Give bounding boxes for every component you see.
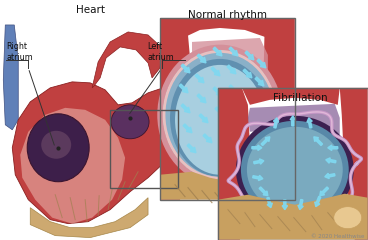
FancyArrow shape xyxy=(290,116,296,126)
FancyArrow shape xyxy=(197,94,206,103)
FancyArrow shape xyxy=(328,145,338,150)
FancyArrow shape xyxy=(255,77,264,86)
Polygon shape xyxy=(160,18,295,200)
FancyArrow shape xyxy=(253,175,263,181)
FancyArrow shape xyxy=(235,125,244,134)
Polygon shape xyxy=(192,38,268,80)
Ellipse shape xyxy=(111,105,149,139)
FancyArrow shape xyxy=(245,51,254,60)
Text: Left
atrium: Left atrium xyxy=(147,42,174,62)
FancyArrow shape xyxy=(229,85,238,94)
FancyArrow shape xyxy=(213,87,222,96)
FancyArrow shape xyxy=(181,64,190,73)
FancyArrow shape xyxy=(273,118,279,128)
Bar xyxy=(110,110,178,188)
FancyArrow shape xyxy=(179,84,188,93)
FancyArrow shape xyxy=(252,145,262,150)
Ellipse shape xyxy=(41,131,71,159)
FancyArrow shape xyxy=(231,105,240,114)
FancyArrow shape xyxy=(187,144,196,153)
Ellipse shape xyxy=(236,116,354,224)
FancyArrow shape xyxy=(320,187,329,196)
FancyArrow shape xyxy=(203,134,212,143)
FancyArrow shape xyxy=(315,196,321,207)
Polygon shape xyxy=(218,88,250,240)
FancyArrow shape xyxy=(307,118,312,128)
FancyArrow shape xyxy=(181,104,190,113)
Polygon shape xyxy=(242,88,340,105)
Polygon shape xyxy=(248,104,340,135)
Ellipse shape xyxy=(175,65,265,175)
FancyArrow shape xyxy=(326,158,336,163)
Ellipse shape xyxy=(163,50,277,180)
Ellipse shape xyxy=(27,114,89,182)
FancyArrow shape xyxy=(282,200,287,210)
FancyArrow shape xyxy=(195,74,204,83)
FancyArrow shape xyxy=(314,137,323,145)
Polygon shape xyxy=(183,18,268,38)
Text: Normal rhythm: Normal rhythm xyxy=(188,10,267,20)
FancyArrow shape xyxy=(259,187,268,196)
FancyArrow shape xyxy=(251,129,260,138)
FancyArrow shape xyxy=(245,89,254,98)
Polygon shape xyxy=(160,170,295,200)
Polygon shape xyxy=(340,88,368,240)
FancyArrow shape xyxy=(243,69,252,78)
Polygon shape xyxy=(218,88,368,240)
Polygon shape xyxy=(3,25,18,130)
Polygon shape xyxy=(92,32,162,88)
Polygon shape xyxy=(168,106,200,116)
FancyArrow shape xyxy=(229,47,238,56)
FancyArrow shape xyxy=(257,59,266,68)
Polygon shape xyxy=(262,18,295,200)
Polygon shape xyxy=(20,108,125,224)
Polygon shape xyxy=(158,96,190,120)
FancyArrow shape xyxy=(215,107,224,116)
FancyArrow shape xyxy=(267,197,272,208)
FancyArrow shape xyxy=(325,173,335,179)
FancyArrow shape xyxy=(261,137,270,145)
Bar xyxy=(218,88,368,240)
FancyArrow shape xyxy=(199,114,208,123)
FancyArrow shape xyxy=(257,97,266,106)
Polygon shape xyxy=(30,198,148,238)
Text: Heart: Heart xyxy=(76,5,105,15)
Ellipse shape xyxy=(247,127,343,213)
Polygon shape xyxy=(160,18,192,200)
FancyArrow shape xyxy=(211,67,220,76)
Polygon shape xyxy=(218,194,368,240)
FancyArrow shape xyxy=(254,159,264,164)
FancyArrow shape xyxy=(227,65,236,74)
FancyArrow shape xyxy=(213,47,222,56)
FancyArrow shape xyxy=(197,54,206,63)
FancyArrow shape xyxy=(298,199,303,210)
Polygon shape xyxy=(12,82,182,224)
FancyArrow shape xyxy=(219,127,228,136)
Ellipse shape xyxy=(241,121,349,219)
FancyArrow shape xyxy=(247,109,256,118)
Text: Fibrillation: Fibrillation xyxy=(272,93,327,103)
Bar xyxy=(160,18,295,200)
Ellipse shape xyxy=(334,207,362,229)
Text: © 2020 Healthwise: © 2020 Healthwise xyxy=(311,234,365,239)
FancyArrow shape xyxy=(259,117,268,126)
Ellipse shape xyxy=(170,59,270,177)
Text: Right
atrium: Right atrium xyxy=(6,42,33,62)
FancyArrow shape xyxy=(183,124,192,133)
